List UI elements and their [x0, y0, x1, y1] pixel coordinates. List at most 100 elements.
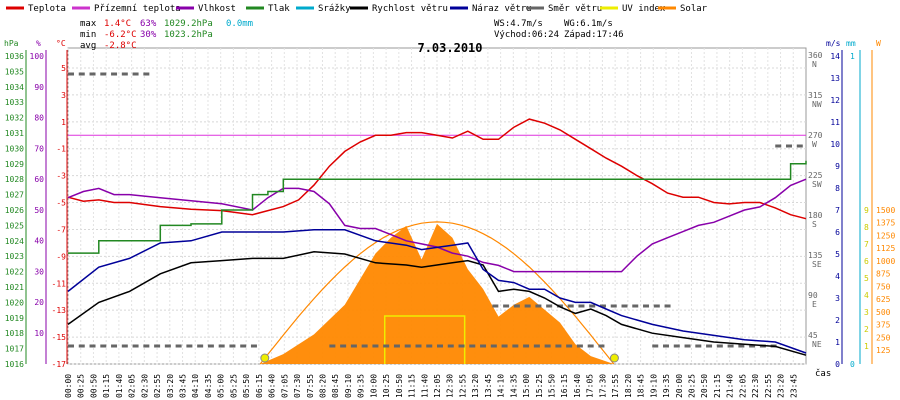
- axis-w-tick: 375: [876, 321, 891, 330]
- axis-w-tick: 500: [876, 308, 891, 317]
- stat-max-label: max: [80, 19, 97, 29]
- axis-hpa-tick: 1028: [5, 175, 24, 184]
- axis-time-tick: 04:35: [204, 374, 213, 398]
- axis-w-label: W: [876, 39, 881, 48]
- axis-hpa-tick: 1025: [5, 221, 24, 230]
- axis-hpa-tick: 1029: [5, 160, 24, 169]
- legend-label: Teplota: [28, 4, 66, 14]
- axis-time-tick: 15:50: [548, 374, 557, 398]
- axis-hpa-tick: 1016: [5, 360, 24, 369]
- legend-label: UV index: [622, 4, 666, 14]
- sunset-marker: [609, 353, 619, 363]
- stat-max-rain: 0.0mm: [226, 19, 253, 29]
- axis-w-tick: 1375: [876, 219, 895, 228]
- axis-w-tick: 750: [876, 282, 891, 291]
- axis-w-tick: 250: [876, 333, 891, 342]
- axis-dir-compass: NW: [812, 100, 822, 109]
- stat-avg-label: avg: [80, 41, 96, 51]
- axis-hpa-label: hPa: [4, 39, 19, 48]
- axis-time-tick: 16:40: [573, 374, 582, 398]
- axis-degc-label: °C: [56, 39, 66, 48]
- axis-ms-tick: 3: [835, 294, 840, 303]
- axis-uv-tick: 1: [864, 342, 869, 351]
- axis-time-tick: 19:10: [649, 374, 658, 398]
- axis-ms-tick: 1: [835, 338, 840, 347]
- axis-time-tick: 15:25: [535, 374, 544, 398]
- sunrise-marker: [260, 353, 270, 363]
- axis-hpa-tick: 1033: [5, 98, 24, 107]
- axis-hpa-tick: 1031: [5, 129, 24, 138]
- axis-time-tick: 10:00: [369, 374, 378, 398]
- axis-time-tick: 00:25: [77, 374, 86, 398]
- axis-hpa-tick: 1018: [5, 329, 24, 338]
- axis-hpa-tick: 1021: [5, 283, 24, 292]
- axis-w-tick: 1500: [876, 206, 895, 215]
- legend-label: Směr větru: [548, 4, 602, 14]
- axis-pct-tick: 90: [34, 83, 44, 92]
- legend-label: Přízemní teplota: [94, 4, 181, 14]
- axis-time-tick: 03:20: [166, 374, 175, 398]
- axis-time-tick: 12:55: [458, 374, 467, 398]
- axis-time-label: čas: [815, 368, 831, 379]
- axis-time-tick: 17:55: [611, 374, 620, 398]
- axis-time-tick: 06:40: [268, 374, 277, 398]
- axis-time-tick: 21:15: [713, 374, 722, 398]
- stat-min-temp: -6.2°C: [104, 30, 137, 40]
- axis-time-tick: 14:35: [509, 374, 518, 398]
- axis-ms-tick: 2: [835, 316, 840, 325]
- axis-mm-tick: 0: [850, 360, 855, 369]
- sunrise-label: Východ:06:24: [494, 30, 559, 40]
- axis-uv-tick: 3: [864, 308, 869, 317]
- axis-hpa-tick: 1030: [5, 144, 24, 153]
- axis-dir-tick: 45: [808, 331, 818, 340]
- series-temperature: [67, 118, 807, 220]
- series-humidity: [67, 178, 807, 273]
- stat-min-press: 1023.2hPa: [164, 30, 213, 40]
- axis-ms-tick: 14: [830, 52, 840, 61]
- axis-uv-tick: 6: [864, 257, 869, 266]
- axis-ms-tick: 12: [830, 96, 840, 105]
- axis-time-tick: 22:55: [764, 374, 773, 398]
- axis-time-tick: 09:10: [344, 374, 353, 398]
- axis-degc-tick: -17: [52, 360, 67, 369]
- series-solar-theoretical: [259, 221, 615, 365]
- axis-hpa-tick: 1032: [5, 114, 24, 123]
- legend-label: Rychlost větru: [372, 4, 448, 14]
- axis-time-tick: 10:25: [382, 374, 391, 398]
- axis-dir-compass: N: [812, 60, 817, 69]
- axis-dir-tick: 315: [808, 91, 823, 100]
- axis-ms-label: m/s: [826, 39, 841, 48]
- axis-degc-tick: 3: [61, 91, 66, 100]
- legend-label: Srážky: [318, 4, 351, 14]
- axis-hpa-tick: 1019: [5, 314, 24, 323]
- axis-time-tick: 03:45: [179, 374, 188, 398]
- axis-dir-compass: W: [812, 140, 817, 149]
- axis-degc-tick: -5: [56, 199, 66, 208]
- axis-hpa-tick: 1017: [5, 345, 24, 354]
- axis-time-tick: 05:50: [242, 374, 251, 398]
- axis-mm-tick: 1: [850, 52, 855, 61]
- axis-time-tick: 18:45: [637, 374, 646, 398]
- axis-ms-tick: 9: [835, 162, 840, 171]
- axis-time-tick: 13:20: [471, 374, 480, 398]
- axis-uv-tick: 9: [864, 206, 869, 215]
- axis-dir-tick: 360: [808, 51, 823, 60]
- axis-time-tick: 04:10: [191, 374, 200, 398]
- axis-pct-tick: 60: [34, 175, 44, 184]
- axis-time-tick: 02:55: [153, 374, 162, 398]
- axis-dir-tick: 135: [808, 251, 823, 260]
- axis-pct-tick: 40: [34, 237, 44, 246]
- chart-title: 7.03.2010: [417, 41, 482, 55]
- axis-time-tick: 13:45: [484, 374, 493, 398]
- legend-label: Náraz větru: [472, 4, 532, 14]
- axis-hpa-tick: 1035: [5, 67, 24, 76]
- axis-time-tick: 18:20: [624, 374, 633, 398]
- axis-degc-tick: -3: [56, 172, 66, 181]
- axis-pct-tick: 100: [30, 52, 45, 61]
- axis-time-tick: 05:25: [229, 374, 238, 398]
- wind-gust-summary: WG:6.1m/s: [564, 19, 613, 29]
- series-pressure: [68, 160, 807, 254]
- axis-dir-tick: 225: [808, 171, 823, 180]
- axis-time-tick: 09:35: [357, 374, 366, 398]
- axis-dir-tick: 90: [808, 291, 818, 300]
